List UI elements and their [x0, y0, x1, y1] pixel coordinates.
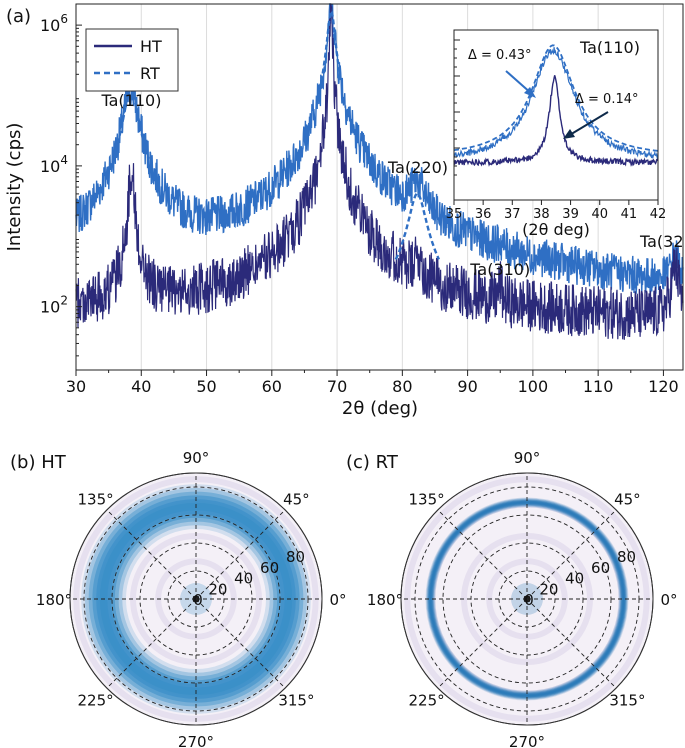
main-y-ticks: 102 104 106	[40, 12, 82, 357]
inset-arrow-ht	[567, 111, 609, 137]
panel-b-label: (b) HT	[10, 452, 67, 473]
polar-angle-label: 225°	[78, 691, 114, 709]
inset-x-tick-label: 40	[591, 207, 608, 222]
y-tick-label: 106	[40, 12, 68, 35]
polar-angle-label: 225°	[409, 691, 445, 709]
polar-angle-label: 135°	[78, 491, 114, 509]
peak-label: Si(004)	[302, 0, 360, 1]
polar-radial-label: 20	[208, 580, 227, 598]
inset-x-axis-label: (2θ deg)	[522, 220, 590, 239]
inset-x-tick-label: 36	[475, 207, 492, 222]
inset-x-tick-label: 39	[562, 207, 579, 222]
polar-angle-label: 315°	[609, 691, 645, 709]
main-x-ticks: 30 40 50 60 70 80 90 100 110 120	[66, 370, 679, 396]
polar-outer-frame	[69, 472, 323, 726]
inset-x-tick-label: 37	[504, 207, 521, 222]
peak-label: Ta(220)	[387, 158, 448, 177]
polar-angle-label: 45°	[614, 491, 641, 509]
polar-angle-label: 0°	[329, 591, 346, 609]
inset-chart: 35 36 37 38 39 40 41 42 Ta(110) Δ = 0.43° Δ = 0…	[446, 29, 667, 239]
polar-outer-frame	[400, 472, 654, 726]
main-x-axis-label: 2θ (deg)	[342, 398, 418, 419]
polar-spoke	[195, 509, 286, 600]
polar-spoke	[526, 509, 617, 600]
polar-radial-label: 80	[286, 548, 305, 566]
peak-annotations: Ta(110) Si(004) Ta(220) Ta(310) Ta(321)	[101, 0, 685, 279]
peak-label: Ta(310)	[469, 260, 530, 279]
series-ht-line	[75, 3, 684, 340]
x-tick-label: 80	[392, 377, 412, 396]
x-tick-label: 50	[196, 377, 216, 396]
polar-spoke	[437, 598, 528, 689]
y-tick-label: 102	[40, 294, 68, 317]
polar-angle-label: 270°	[178, 733, 214, 748]
polar-radial-label: 60	[591, 559, 610, 577]
x-tick-label: 110	[583, 377, 614, 396]
main-y-axis-label: Intensity (cps)	[4, 123, 25, 252]
polar-angle-label: 180°	[36, 591, 72, 609]
polar-radial-label: 40	[565, 570, 584, 588]
inset-title: Ta(110)	[579, 38, 640, 57]
polar-spoke	[195, 598, 286, 689]
polar-plot-ht: 0 20 40 60 80 0° 45° 90° 135° 180° 225° 270° 315°	[36, 449, 347, 748]
x-tick-label: 100	[518, 377, 549, 396]
polar-spoke	[526, 598, 617, 689]
polar-angle-label: 90°	[183, 449, 210, 467]
inset-delta-rt: Δ = 0.43°	[468, 48, 532, 63]
inset-frame	[453, 29, 659, 201]
inset-arrowhead-rt	[524, 87, 536, 98]
inset-x-tick-label: 38	[533, 207, 550, 222]
polar-radial-label: 80	[617, 548, 636, 566]
peak-label: Ta(110)	[101, 91, 162, 110]
inset-x-tick-label: 42	[650, 207, 667, 222]
panel-a-label: (a)	[6, 6, 31, 27]
polar-plot-rt: 0 20 40 60 80 0° 45° 90° 135° 180° 225° 270° 315°	[367, 449, 678, 748]
inset-delta-ht: Δ = 0.14°	[575, 92, 639, 107]
polar-spoke	[437, 509, 528, 600]
inset-arrowhead-ht	[563, 129, 575, 139]
polar-radial-label: 60	[260, 559, 279, 577]
polar-radial-label: 20	[539, 580, 558, 598]
series-rt-line	[75, 3, 684, 296]
polar-angle-label: 270°	[509, 733, 545, 748]
x-tick-label: 70	[327, 377, 347, 396]
peak-label: Ta(321)	[639, 232, 685, 251]
inset-ticks: 35 36 37 38 39 40 41 42	[446, 39, 667, 222]
panel-c-label: (c) RT	[346, 452, 399, 473]
polar-ring-band	[429, 501, 625, 697]
inset-series	[453, 44, 659, 167]
x-tick-label: 90	[457, 377, 477, 396]
polar-radial-label: 40	[234, 570, 253, 588]
inset-x-tick-label: 35	[446, 207, 463, 222]
legend-box	[85, 28, 179, 92]
polar-angle-label: 45°	[283, 491, 310, 509]
legend-ht-label: HT	[140, 37, 162, 56]
polar-spoke	[106, 509, 197, 600]
inset-series-ht-line	[453, 75, 659, 167]
legend: HT RT	[85, 28, 179, 92]
x-tick-label: 30	[66, 377, 86, 396]
inset-x-tick-label: 41	[621, 207, 638, 222]
polar-radial-label: 0	[524, 591, 534, 609]
y-tick-label: 104	[40, 153, 68, 176]
polar-angle-label: 135°	[409, 491, 445, 509]
polar-spoke	[106, 598, 197, 689]
x-tick-label: 40	[131, 377, 151, 396]
legend-rt-label: RT	[140, 64, 160, 83]
inset-series-rt-envelope	[453, 44, 659, 152]
inset-series-rt-line	[453, 47, 659, 160]
x-tick-label: 60	[262, 377, 282, 396]
polar-radial-label: 0	[193, 591, 203, 609]
x-tick-label: 120	[648, 377, 679, 396]
polar-angle-label: 315°	[278, 691, 314, 709]
polar-angle-label: 180°	[367, 591, 403, 609]
polar-angle-label: 90°	[514, 449, 541, 467]
polar-angle-label: 0°	[660, 591, 677, 609]
